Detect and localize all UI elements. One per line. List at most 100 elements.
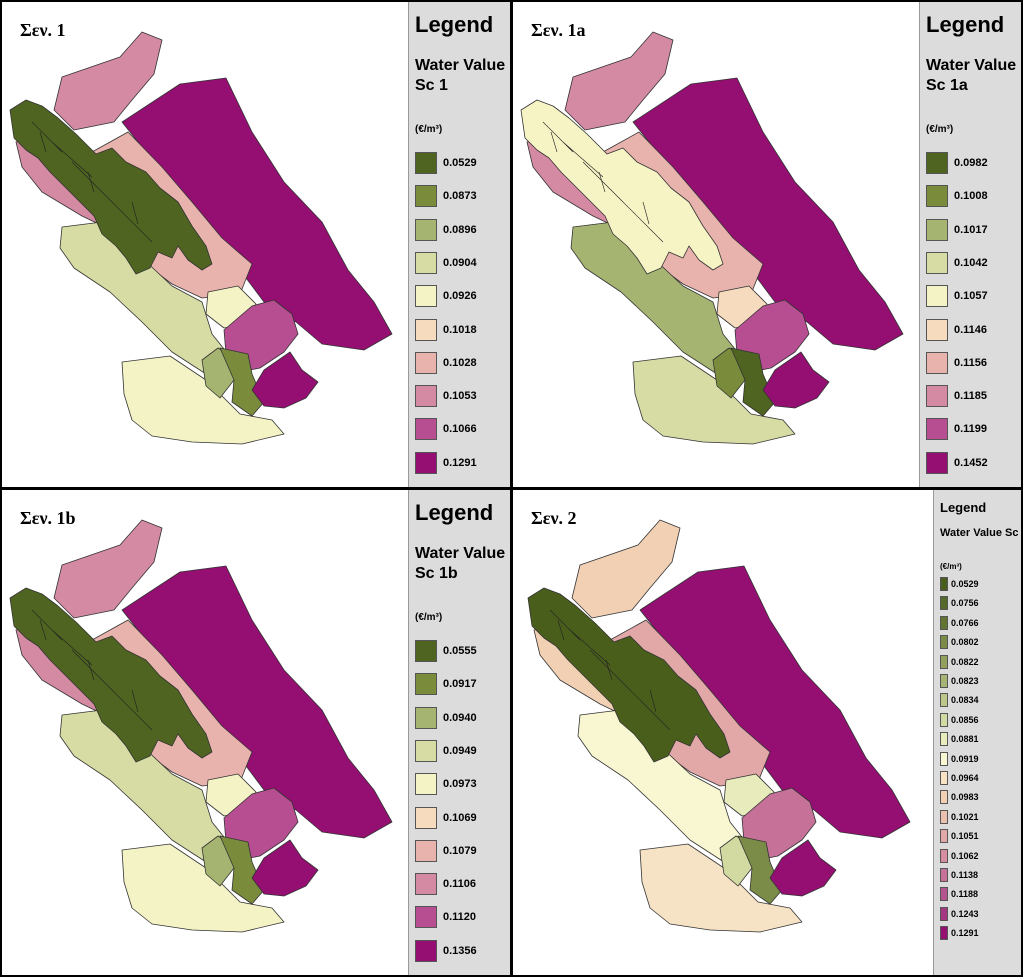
legend-item: 0.1243 [940, 906, 979, 922]
legend: Legend Water Value Sc 2 (€/m³) 0.0529 0.0… [933, 490, 1023, 975]
legend-swatch [415, 218, 437, 241]
legend-subtitle: Water Value Sc 2 [940, 527, 1023, 539]
legend-value-label: 0.1079 [443, 844, 477, 857]
legend-value-label: 0.0917 [443, 678, 477, 691]
legend-item: 0.0949 [415, 739, 477, 762]
legend-value-label: 0.0904 [443, 256, 477, 269]
legend-swatch [926, 418, 948, 441]
legend-value-label: 0.0926 [443, 290, 477, 303]
legend-value-label: 0.1356 [443, 944, 477, 957]
legend-value-label: 0.1243 [951, 908, 979, 919]
legend-swatch [415, 185, 437, 208]
legend-item: 0.1042 [926, 251, 988, 274]
legend-item: 0.0904 [415, 251, 477, 274]
legend-swatch [940, 615, 948, 630]
legend-subtitle: Water Value Sc 1 [415, 57, 506, 94]
legend-swatch [415, 152, 437, 174]
legend-value-label: 0.0982 [954, 157, 988, 169]
legend-swatch [926, 351, 948, 374]
choropleth-map [520, 31, 904, 445]
legend-value-label: 0.1062 [951, 850, 979, 861]
legend-item: 0.0766 [940, 615, 979, 631]
legend-value-label: 0.1120 [443, 911, 477, 924]
legend-swatch [940, 596, 948, 611]
legend-item: 0.1028 [415, 351, 477, 374]
legend-swatch [415, 806, 437, 829]
legend-swatch [926, 152, 948, 174]
legend-swatch [415, 640, 437, 662]
map-region-mid2 [219, 347, 265, 417]
legend-value-label: 0.1106 [443, 878, 477, 891]
legend-item: 0.1291 [940, 925, 979, 941]
legend-swatch [940, 712, 948, 727]
legend-swatch [415, 318, 437, 341]
legend-unit: (€/m³) [940, 562, 962, 571]
legend-item: 0.1188 [940, 886, 978, 902]
legend-value-label: 0.0896 [443, 223, 477, 236]
legend-item: 0.0940 [415, 706, 477, 729]
map-area: Σεν. 1b [2, 490, 408, 975]
legend-swatch [415, 939, 437, 962]
legend-item: 0.0983 [940, 789, 979, 805]
choropleth-map [9, 31, 393, 445]
legend: Legend Water Value Sc 1a (€/m³) 0.0982 0.… [919, 2, 1021, 487]
map-region-north [571, 519, 681, 619]
legend-item: 0.1138 [940, 867, 978, 883]
legend-item: 0.1156 [926, 351, 987, 374]
legend-item: 0.0555 [415, 640, 477, 662]
legend-item: 0.1185 [926, 385, 987, 408]
choropleth-map [527, 519, 911, 933]
legend-swatch [415, 739, 437, 762]
legend-swatch [940, 635, 948, 650]
legend-swatch [940, 771, 948, 785]
legend-item: 0.0973 [415, 773, 477, 796]
legend-swatch [940, 829, 948, 844]
legend-item: 0.0822 [940, 654, 979, 670]
legend-swatch [940, 868, 948, 882]
map-area: Σεν. 1a [513, 2, 919, 487]
legend-swatch [940, 809, 948, 824]
map-title: Σεν. 1a [531, 20, 586, 40]
legend-value-label: 0.0822 [951, 656, 979, 667]
legend-value-label: 0.1057 [954, 290, 988, 303]
map-area: Σεν. 1 [2, 2, 408, 487]
map-region-mid2 [730, 347, 776, 417]
legend-item: 0.1057 [926, 285, 988, 308]
legend-swatch [926, 385, 948, 408]
legend-value-label: 0.0529 [443, 157, 477, 169]
legend-title: Legend [926, 12, 1005, 37]
legend-swatch [940, 732, 948, 747]
legend-item: 0.0823 [940, 673, 979, 689]
legend-swatch [415, 773, 437, 796]
legend-value-label: 0.0940 [443, 711, 477, 724]
map-panel-sc1b: Σεν. 1b Legend Water Value Sc 1b (€/m³) … [0, 488, 512, 977]
legend: Legend Water Value Sc 1b (€/m³) 0.0555 0.… [408, 490, 510, 975]
legend-swatch [415, 673, 437, 696]
map-region-south [121, 355, 285, 445]
legend-value-label: 0.0856 [951, 714, 979, 725]
legend-value-label: 0.0802 [951, 637, 979, 648]
legend-value-label: 0.0823 [951, 676, 979, 686]
map-region-southeast [251, 839, 319, 897]
legend-value-label: 0.1138 [951, 870, 979, 880]
map-region-core [9, 99, 213, 275]
parcel-lines [31, 121, 153, 243]
legend-swatch [940, 674, 948, 688]
legend-value-label: 0.1069 [443, 811, 477, 824]
legend-swatch [940, 654, 948, 669]
map-panel-sc2: Σεν. 2 Legend Water Value Sc 2 (€/m³) 0.… [511, 488, 1023, 977]
legend-item: 0.1008 [926, 185, 988, 208]
parcel-lines [542, 121, 664, 243]
legend-value-label: 0.0919 [951, 753, 979, 764]
map-region-southeast [762, 351, 830, 409]
legend-item: 0.1199 [926, 418, 987, 441]
map-region-south [632, 355, 796, 445]
legend-swatch [415, 839, 437, 862]
legend-swatch [415, 251, 437, 274]
legend-value-label: 0.1021 [951, 811, 979, 822]
map-title: Σεν. 1b [20, 508, 76, 528]
legend-swatch [415, 451, 437, 474]
legend-value-label: 0.0766 [951, 617, 979, 628]
legend-swatch [926, 185, 948, 208]
legend-item: 0.0802 [940, 634, 979, 650]
